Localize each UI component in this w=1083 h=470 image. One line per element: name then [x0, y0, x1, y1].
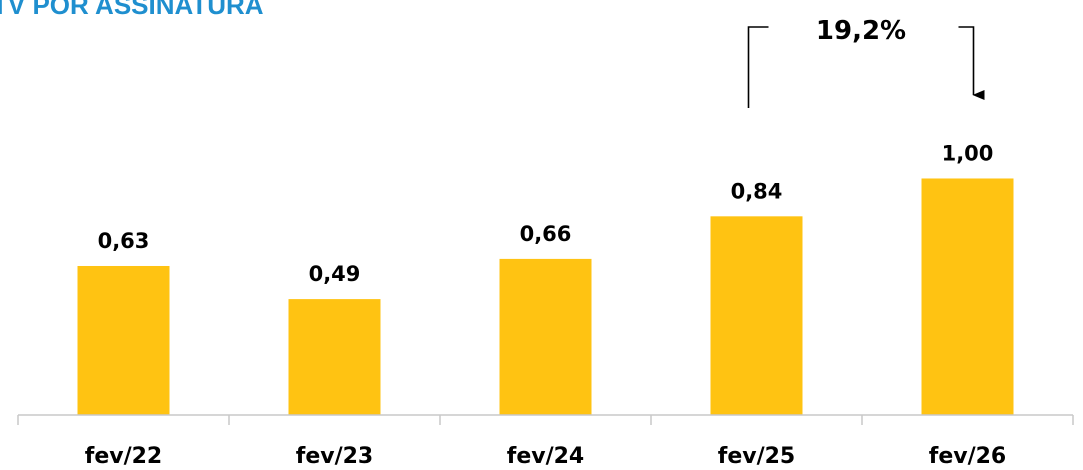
- chart-title: TV POR ASSINATURA: [0, 0, 264, 20]
- x-tick-label: fev/22: [85, 444, 162, 469]
- bar-fev-23: [288, 299, 381, 415]
- x-tick-label: fev/23: [296, 444, 373, 469]
- bracket-left-arm: [747, 26, 769, 108]
- data-label: 1,00: [942, 141, 994, 165]
- growth-percentage-label: 19,2%: [816, 16, 906, 46]
- data-labels: 0,63 0,49 0,66 0,84 1,00: [98, 141, 994, 286]
- data-label: 0,63: [98, 229, 150, 253]
- data-label: 0,49: [309, 262, 361, 286]
- x-tick-label: fev/24: [507, 444, 584, 469]
- bracket-right-arrow: [958, 26, 985, 100]
- x-tick-label: fev/26: [929, 444, 1006, 469]
- bars-layer: [77, 178, 1014, 415]
- bar-fev-22: [77, 265, 170, 415]
- x-axis: fev/22 fev/23 fev/24 fev/25 fev/26: [17, 414, 1074, 469]
- bar-fev-25: [710, 216, 803, 415]
- bar-fev-24: [499, 258, 592, 415]
- data-label: 0,66: [520, 222, 572, 246]
- bar-fev-26: [921, 178, 1014, 415]
- data-label: 0,84: [731, 179, 783, 203]
- x-tick-label: fev/25: [718, 444, 795, 469]
- growth-annotation: 19,2%: [747, 16, 985, 108]
